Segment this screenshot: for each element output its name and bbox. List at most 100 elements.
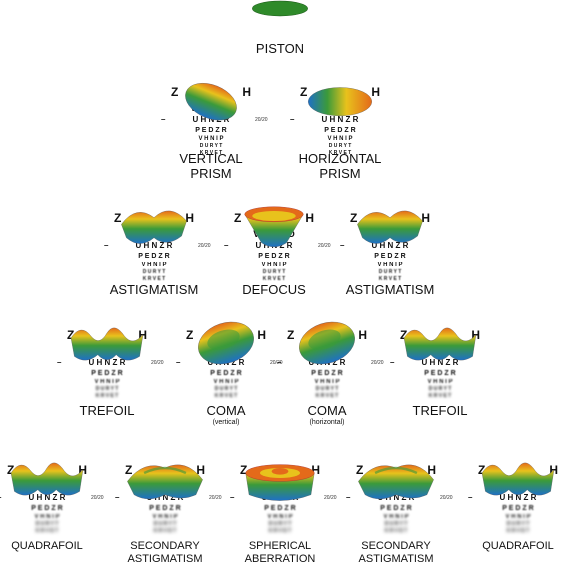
term-label-line: COMA bbox=[206, 403, 246, 418]
term-label: COMA (vertical) bbox=[206, 403, 246, 427]
chart-line: P E D Z R bbox=[264, 505, 296, 512]
chart-dash: – bbox=[230, 493, 235, 502]
chart-line: K R V E T bbox=[384, 528, 408, 534]
chart-line: D U R Y T bbox=[153, 521, 177, 527]
term-label-line: DEFOCUS bbox=[242, 282, 306, 297]
chart-line: U H N Z R bbox=[135, 241, 173, 250]
chart-dash: – bbox=[176, 358, 181, 367]
term-label-line: ASTIGMATISM bbox=[127, 552, 203, 565]
chart-line: V H N I P bbox=[427, 379, 453, 385]
hump-surface-icon bbox=[358, 464, 434, 500]
term-label-line: COMA bbox=[307, 403, 347, 418]
term-label-line: QUADRAFOIL bbox=[11, 540, 83, 552]
chart-dash: – bbox=[57, 358, 62, 367]
chart-line: D U R Y T bbox=[142, 269, 166, 275]
chart-line: U H N Z R bbox=[499, 493, 537, 502]
chart-line: K R V E T bbox=[35, 528, 59, 534]
chart-big-letter: H bbox=[421, 211, 430, 225]
chart-line: D U R Y T bbox=[262, 269, 286, 275]
chart-line: V H N I P bbox=[505, 514, 531, 520]
chart-big-letter: Z bbox=[67, 328, 75, 342]
hump-surface-icon bbox=[127, 464, 203, 500]
chart-big-letter: H bbox=[358, 328, 367, 342]
chart-line: V H N I P bbox=[141, 262, 167, 268]
chart-line: U H N Z R bbox=[28, 493, 66, 502]
chart-line: U H N Z R bbox=[377, 493, 415, 502]
chart-line: U H N Z R bbox=[192, 115, 230, 124]
chart-big-letter: Z bbox=[186, 328, 194, 342]
chart-big-letter: Z bbox=[171, 85, 179, 99]
term-label: SPHERICAL ABERRATION bbox=[245, 540, 316, 565]
chart-big-letter: H bbox=[305, 211, 314, 225]
chart-line: P E D Z R bbox=[195, 127, 227, 134]
chart-big-letter: H bbox=[242, 85, 251, 99]
term-label: HORIZONTAL PRISM bbox=[298, 151, 382, 182]
chart-line: V H N I P bbox=[383, 514, 409, 520]
chart-dash: – bbox=[290, 115, 295, 124]
chart-big-letter: Z bbox=[400, 328, 408, 342]
chart-line: K R V E T bbox=[199, 150, 223, 156]
chart-line: P E D Z R bbox=[424, 370, 456, 377]
chart-line: V H N I P bbox=[152, 514, 178, 520]
sombrero-surface-icon bbox=[245, 464, 315, 501]
zernike-term-spherical-aberration: ZHV H U E DU H N Z RP E D Z RV H N I PD … bbox=[230, 450, 337, 540]
term-label-line: ASTIGMATISM bbox=[109, 282, 199, 297]
chart-line: K R V E T bbox=[328, 150, 352, 156]
chart-dash: – bbox=[346, 493, 351, 502]
chart-dash: – bbox=[104, 241, 109, 250]
chart-line: U H N Z R bbox=[321, 115, 359, 124]
chart-dash: – bbox=[0, 494, 1, 502]
chart-line: P E D Z R bbox=[138, 253, 170, 260]
chart-big-letter: Z bbox=[114, 211, 122, 225]
chart-dash: – bbox=[468, 493, 473, 502]
term-label-line: ASTIGMATISM bbox=[345, 282, 435, 297]
chart-line: V H N I P bbox=[198, 136, 224, 142]
chart-line: V H N I P bbox=[267, 514, 293, 520]
zernike-term-vertical-prism: ZHV H U E DU H N Z RP E D Z RV H N I PD … bbox=[161, 72, 268, 162]
term-label-line: ABERRATION bbox=[244, 552, 316, 565]
term-label: TREFOIL bbox=[80, 403, 135, 419]
tilt-vertical-surface-icon bbox=[185, 83, 237, 121]
chart-big-letter: H bbox=[371, 85, 380, 99]
zernike-term-coma-vertical: ZHV H U E DU H N Z RP E D Z RV H N I PD … bbox=[176, 315, 283, 405]
chart-big-letter: Z bbox=[240, 463, 248, 477]
chart-line: K R V E T bbox=[378, 276, 402, 282]
chart-line: D U R Y T bbox=[214, 386, 238, 392]
chart-dash: – bbox=[277, 358, 282, 367]
acuity-reference: 20/20 bbox=[324, 495, 337, 501]
zernike-term-piston bbox=[225, 0, 335, 90]
chart-line: P E D Z R bbox=[149, 505, 181, 512]
chart-big-letter: Z bbox=[287, 328, 295, 342]
wavy-surface-icon bbox=[10, 462, 84, 496]
term-label: QUADRAFOIL bbox=[11, 540, 83, 553]
chart-line: D U R Y T bbox=[328, 143, 352, 149]
zernike-term-horizontal-prism: ZHV H U E DU H N Z RP E D Z RV H N I PD … bbox=[290, 72, 386, 162]
chart-line: U H N Z R bbox=[146, 493, 184, 502]
chart-line: P E D Z R bbox=[324, 127, 356, 134]
chart-dash: – bbox=[340, 241, 345, 250]
chart-line: V H N I P bbox=[213, 379, 239, 385]
chart-dash: – bbox=[161, 115, 166, 124]
chart-big-letter: Z bbox=[300, 85, 308, 99]
term-label-line: HORIZONTAL bbox=[298, 151, 382, 166]
term-label: COMA (horizontal) bbox=[307, 403, 347, 427]
chart-dash: – bbox=[390, 358, 395, 367]
zernike-term-defocus: ZHV H U E DU H N Z RP E D Z RV H N I PD … bbox=[224, 198, 331, 288]
piston-surface-icon bbox=[252, 0, 308, 17]
chart-line: V H N I P bbox=[261, 262, 287, 268]
zernike-term-quadrafoil-oblique: ZHV H U E DU H N Z RP E D Z RV H N I PD … bbox=[0, 450, 104, 540]
term-sublabel: (horizontal) bbox=[309, 418, 345, 426]
chart-big-letter: Z bbox=[478, 463, 486, 477]
term-label: QUADRAFOIL bbox=[482, 540, 554, 553]
chart-line: D U R Y T bbox=[199, 143, 223, 149]
term-label: DEFOCUS bbox=[242, 282, 306, 298]
chart-dash: – bbox=[224, 241, 229, 250]
term-label-line: ASTIGMATISM bbox=[358, 552, 434, 565]
saddle-surface-icon bbox=[121, 210, 187, 244]
acuity-reference: 20/20 bbox=[371, 360, 384, 366]
chart-line: D U R Y T bbox=[268, 521, 292, 527]
chart-line: V H N I P bbox=[34, 514, 60, 520]
zernike-term-astigmatism-oblique: ZHV H U E DU H N Z RP E D Z RV H N I PD … bbox=[104, 198, 211, 288]
term-label: PISTON bbox=[256, 41, 304, 57]
chart-line: D U R Y T bbox=[95, 386, 119, 392]
